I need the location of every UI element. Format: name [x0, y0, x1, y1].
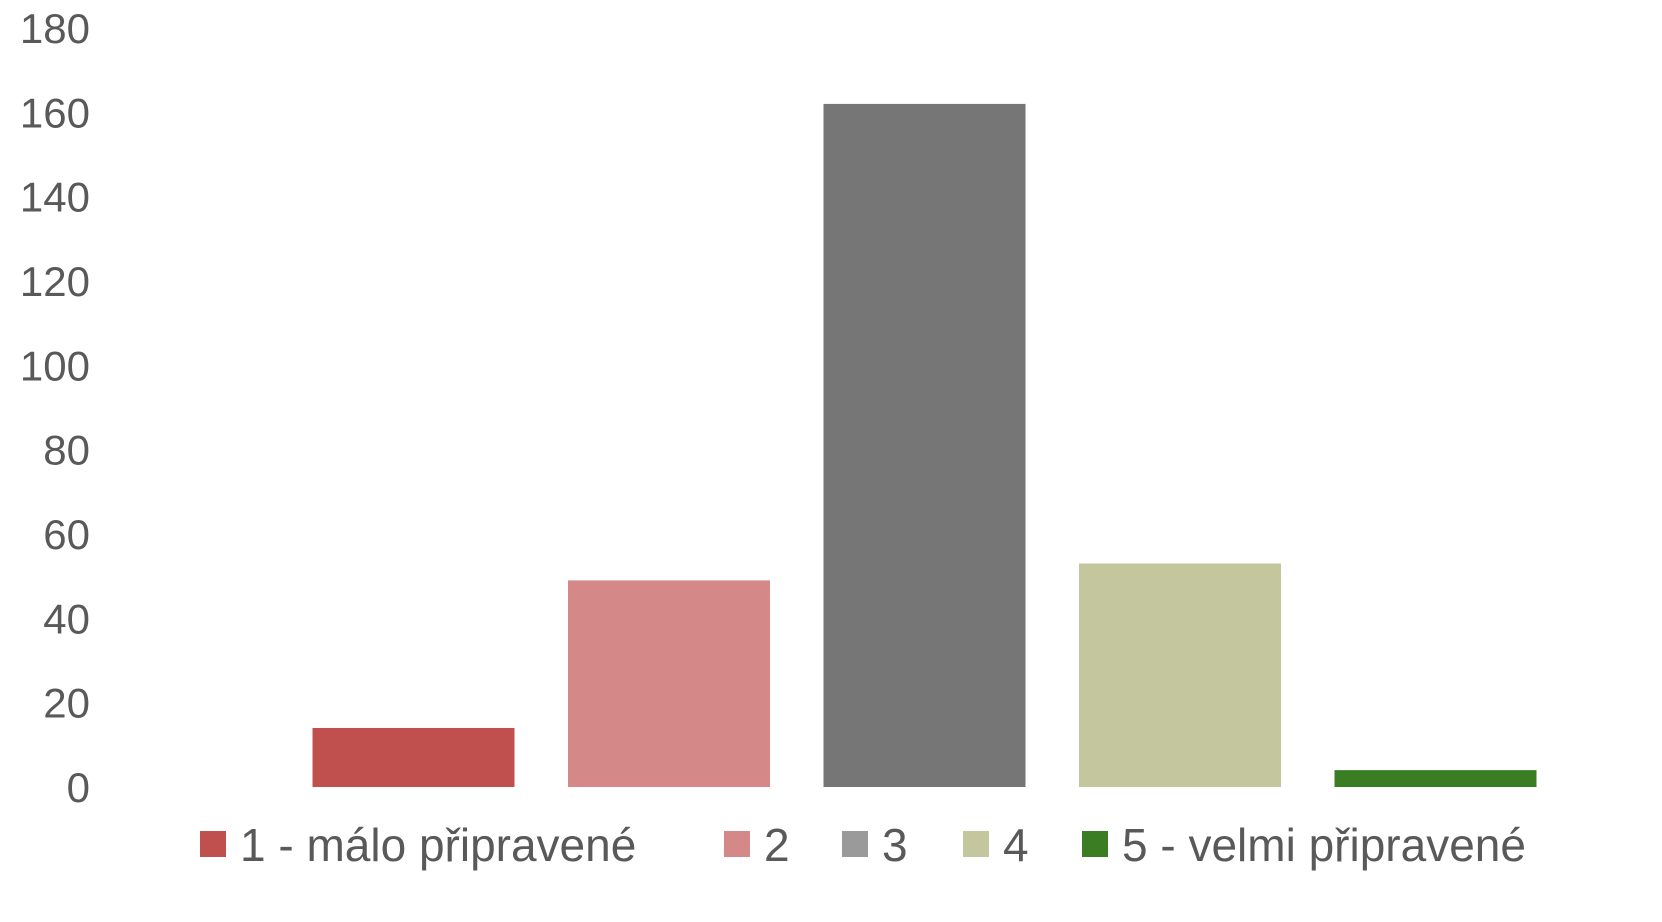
y-tick-label: 120 [20, 258, 90, 305]
bar-series-2 [568, 580, 770, 787]
legend-swatch [963, 831, 989, 857]
y-axis: 0 20 40 60 80 100 120 140 160 180 [20, 5, 90, 811]
legend-swatch [842, 831, 868, 857]
bar-series-4 [1079, 563, 1281, 787]
legend-label: 4 [1003, 819, 1029, 871]
legend-item-4: 4 [963, 819, 1029, 871]
y-tick-label: 140 [20, 174, 90, 221]
y-tick-label: 80 [43, 427, 90, 474]
legend-item-1: 1 - málo připravené [200, 819, 636, 871]
bar-series-3 [823, 103, 1026, 787]
legend-label: 3 [882, 819, 908, 871]
y-tick-label: 20 [43, 680, 90, 727]
legend-label: 5 - velmi připravené [1122, 819, 1526, 871]
legend-swatch [200, 831, 226, 857]
bar-series-1 [312, 727, 515, 787]
bar-series-5 [1334, 770, 1537, 787]
legend-item-3: 3 [842, 819, 908, 871]
y-tick-label: 0 [67, 764, 90, 811]
y-tick-label: 180 [20, 5, 90, 52]
legend-swatch [724, 831, 750, 857]
legend-label: 1 - málo připravené [240, 819, 636, 871]
bars [312, 103, 1537, 787]
legend-label: 2 [764, 819, 790, 871]
legend-item-2: 2 [724, 819, 790, 871]
y-tick-label: 60 [43, 511, 90, 558]
y-tick-label: 100 [20, 342, 90, 389]
legend-item-5: 5 - velmi připravené [1082, 819, 1526, 871]
legend: 1 - málo připravené 2 3 4 5 - velmi připrave… [200, 819, 1526, 871]
y-tick-label: 40 [43, 595, 90, 642]
legend-swatch [1082, 831, 1108, 857]
y-tick-label: 160 [20, 89, 90, 136]
